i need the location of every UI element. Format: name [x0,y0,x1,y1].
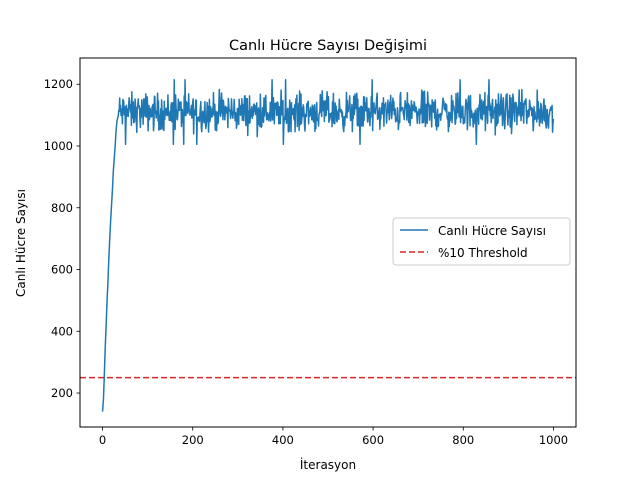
x-tick-label: 200 [182,433,204,447]
x-tick-label: 800 [452,433,474,447]
x-tick-label: 600 [362,433,384,447]
legend: Canlı Hücre Sayısı %10 Threshold [392,217,571,266]
x-tick-label: 400 [272,433,294,447]
y-tick-label: 200 [51,386,73,400]
y-tick-label: 600 [51,263,73,277]
chart-title: Canlı Hücre Sayısı Değişimi [229,38,427,54]
y-tick-label: 800 [51,201,73,215]
legend-frame [392,217,571,266]
legend-label-series: Canlı Hücre Sayısı [438,224,546,238]
x-axis-label: İterasyon [300,457,356,472]
plot-frame [79,57,577,428]
y-axis-label: Canlı Hücre Sayısı [14,189,28,297]
x-tick-label: 1000 [539,433,568,447]
series-line-live-cells [101,79,555,412]
x-tick-label: 0 [99,433,106,447]
legend-label-threshold: %10 Threshold [438,246,528,260]
y-tick-label: 1000 [44,139,73,153]
y-tick-label: 400 [51,324,73,338]
y-tick-label: 1200 [44,77,73,91]
